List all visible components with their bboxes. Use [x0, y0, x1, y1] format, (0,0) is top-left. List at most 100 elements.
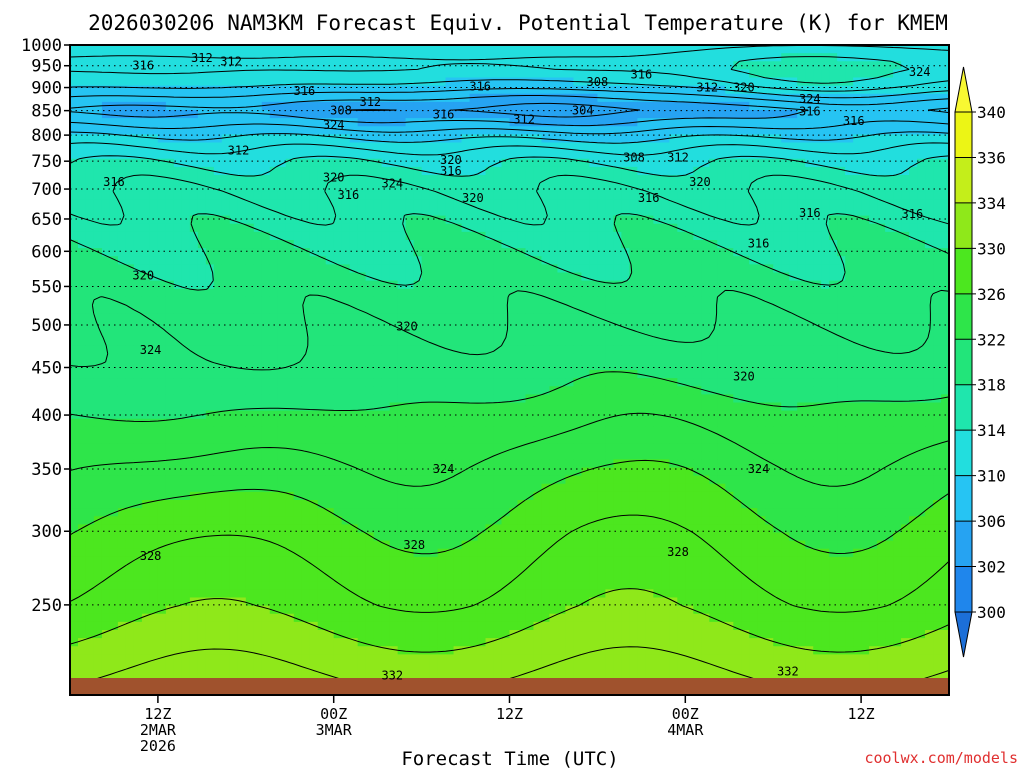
field-cell — [205, 110, 215, 119]
field-cell — [485, 175, 495, 184]
field-cell — [893, 402, 902, 412]
field-cell — [709, 240, 718, 249]
field-cell — [909, 345, 918, 355]
field-cell — [533, 175, 543, 184]
field-cell — [573, 353, 583, 363]
field-cell — [181, 256, 191, 265]
field-cell — [197, 345, 207, 355]
field-cell — [829, 69, 838, 79]
field-cell — [381, 280, 391, 290]
field-cell — [341, 248, 351, 257]
field-cell — [301, 361, 311, 371]
field-cell — [845, 394, 854, 404]
field-cell — [301, 256, 311, 265]
field-cell — [733, 110, 742, 119]
field-cell — [333, 240, 343, 249]
field-cell — [541, 183, 551, 192]
field-cell — [701, 191, 710, 200]
field-cell — [70, 199, 79, 209]
field-cell — [165, 183, 175, 192]
field-cell — [741, 45, 750, 54]
field-cell — [637, 305, 646, 314]
field-cell — [173, 126, 183, 135]
field-cell — [725, 134, 734, 144]
field-cell — [421, 69, 431, 79]
field-cell — [437, 248, 447, 257]
field-cell — [525, 93, 535, 103]
field-cell — [933, 69, 942, 79]
field-cell — [269, 240, 279, 249]
field-cell — [541, 272, 551, 282]
field-cell — [533, 223, 543, 233]
field-cell — [333, 394, 343, 404]
field-cell — [637, 394, 646, 404]
field-cell — [125, 61, 135, 70]
field-cell — [741, 77, 750, 87]
field-cell — [397, 321, 407, 330]
field-cell — [565, 370, 575, 379]
field-cell — [573, 378, 583, 387]
field-cell — [405, 134, 415, 144]
field-cell — [677, 231, 686, 241]
field-cell — [197, 166, 207, 176]
field-cell — [93, 272, 103, 282]
field-cell — [789, 166, 798, 176]
field-cell — [245, 175, 255, 184]
field-cell — [557, 183, 567, 192]
field-cell — [845, 231, 854, 241]
field-cell — [781, 183, 790, 192]
field-cell — [813, 199, 822, 209]
field-cell — [405, 85, 415, 95]
field-cell — [373, 288, 383, 298]
field-cell — [141, 345, 151, 355]
field-cell — [725, 402, 734, 412]
field-cell — [317, 126, 327, 135]
field-cell — [645, 199, 654, 209]
field-cell — [373, 69, 383, 79]
field-cell — [405, 69, 415, 79]
field-cell — [613, 191, 622, 200]
field-cell — [637, 337, 646, 347]
field-cell — [301, 296, 311, 306]
field-cell — [397, 410, 407, 420]
field-cell — [797, 45, 806, 54]
field-cell — [613, 223, 622, 233]
field-cell — [325, 272, 335, 282]
field-cell — [573, 93, 583, 103]
field-cell — [485, 223, 495, 233]
field-cell — [741, 313, 750, 322]
field-cell — [669, 280, 678, 290]
field-cell — [549, 134, 559, 144]
field-cell — [93, 53, 103, 62]
field-cell — [277, 353, 287, 363]
field-cell — [645, 61, 654, 70]
field-cell — [653, 207, 662, 217]
field-cell — [837, 378, 846, 387]
field-cell — [277, 264, 287, 274]
field-cell — [101, 361, 111, 371]
field-cell — [629, 231, 638, 241]
field-cell — [909, 353, 918, 363]
field-cell — [173, 215, 183, 225]
field-cell — [485, 296, 495, 306]
field-cell — [237, 240, 247, 249]
field-cell — [157, 175, 167, 184]
field-cell — [765, 337, 774, 347]
field-cell — [77, 85, 87, 95]
field-cell — [909, 77, 918, 87]
field-cell — [565, 166, 575, 176]
field-cell — [701, 166, 710, 176]
field-cell — [685, 150, 694, 160]
field-cell — [189, 199, 199, 209]
field-cell — [765, 353, 774, 363]
field-cell — [861, 272, 870, 282]
field-cell — [301, 280, 311, 290]
field-cell — [693, 126, 702, 135]
field-cell — [853, 386, 862, 395]
field-cell — [133, 150, 143, 160]
field-cell — [509, 126, 519, 135]
field-cell — [933, 248, 942, 257]
field-cell — [397, 223, 407, 233]
field-cell — [165, 280, 175, 290]
field-cell — [141, 394, 151, 404]
